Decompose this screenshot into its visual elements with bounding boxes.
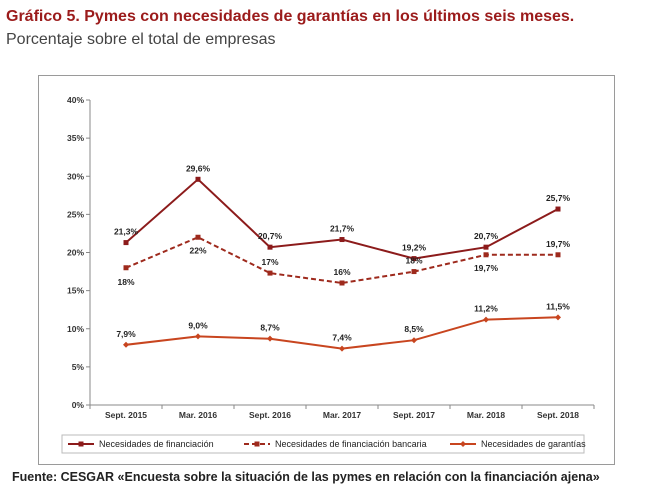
data-point bbox=[123, 240, 129, 246]
y-tick-label: 30% bbox=[67, 171, 84, 181]
data-label: 11,5% bbox=[546, 301, 570, 311]
data-point bbox=[483, 316, 489, 323]
data-point bbox=[267, 270, 273, 276]
x-tick-label: Mar. 2016 bbox=[179, 410, 218, 420]
y-tick-label: 10% bbox=[67, 324, 84, 334]
data-point bbox=[267, 244, 273, 250]
data-label: 8,5% bbox=[404, 324, 424, 334]
x-tick-label: Mar. 2017 bbox=[323, 410, 362, 420]
data-label: 8,7% bbox=[260, 323, 280, 333]
chart-frame bbox=[38, 75, 615, 465]
x-tick-label: Mar. 2018 bbox=[467, 410, 506, 420]
chart-heading: Gráfico 5. Pymes con necesidades de gara… bbox=[6, 5, 646, 51]
chart-title: Gráfico 5. Pymes con necesidades de gara… bbox=[6, 8, 575, 25]
legend-label: Necesidades de financiación bbox=[99, 439, 214, 449]
data-label: 29,6% bbox=[186, 163, 211, 173]
y-tick-label: 40% bbox=[67, 95, 84, 105]
data-label: 18% bbox=[405, 256, 422, 266]
y-tick-label: 15% bbox=[67, 286, 84, 296]
data-point bbox=[411, 337, 417, 344]
data-label: 21,3% bbox=[114, 227, 139, 237]
x-tick-label: Sept. 2018 bbox=[537, 410, 579, 420]
data-point bbox=[123, 341, 129, 348]
x-tick-label: Sept. 2016 bbox=[249, 410, 291, 420]
data-label: 7,4% bbox=[332, 333, 352, 343]
data-point bbox=[339, 345, 345, 352]
data-label: 18% bbox=[117, 277, 134, 287]
data-point bbox=[483, 244, 489, 250]
data-point bbox=[195, 234, 201, 240]
data-label: 20,7% bbox=[474, 231, 499, 241]
data-label: 7,9% bbox=[116, 329, 136, 339]
data-label: 22% bbox=[189, 245, 206, 255]
data-point bbox=[555, 252, 561, 258]
data-label: 20,7% bbox=[258, 231, 283, 241]
x-tick-label: Sept. 2017 bbox=[393, 410, 435, 420]
chart-subtitle: Porcentaje sobre el total de empresas bbox=[6, 31, 276, 48]
y-tick-label: 20% bbox=[67, 248, 84, 258]
data-point bbox=[339, 237, 345, 243]
data-label: 25,7% bbox=[546, 193, 571, 203]
legend-marker bbox=[254, 441, 260, 447]
legend-marker bbox=[460, 441, 466, 447]
legend-marker bbox=[78, 441, 84, 447]
data-point bbox=[339, 280, 345, 286]
y-tick-label: 0% bbox=[72, 400, 85, 410]
data-point bbox=[555, 206, 561, 212]
data-point bbox=[411, 269, 417, 275]
y-tick-label: 35% bbox=[67, 133, 84, 143]
data-label: 19,7% bbox=[546, 239, 571, 249]
data-point bbox=[195, 333, 201, 340]
legend-box bbox=[61, 434, 585, 454]
source-note: Fuente: CESGAR «Encuesta sobre la situac… bbox=[12, 470, 600, 484]
data-label: 17% bbox=[261, 257, 278, 267]
data-point bbox=[195, 176, 201, 182]
data-label: 16% bbox=[333, 267, 350, 277]
data-point bbox=[411, 256, 417, 262]
data-point bbox=[483, 252, 489, 258]
data-label: 9,0% bbox=[188, 320, 208, 330]
data-point bbox=[555, 314, 561, 321]
data-point bbox=[267, 335, 273, 342]
data-point bbox=[123, 265, 129, 271]
data-label: 11,2% bbox=[474, 304, 498, 314]
y-tick-label: 25% bbox=[67, 209, 84, 219]
legend-label: Necesidades de financiación bancaria bbox=[275, 439, 427, 449]
data-label: 19,2% bbox=[402, 243, 427, 253]
legend-label: Necesidades de garantías bbox=[481, 439, 586, 449]
data-label: 19,7% bbox=[474, 263, 499, 273]
x-tick-label: Sept. 2015 bbox=[105, 410, 147, 420]
y-tick-label: 5% bbox=[72, 362, 85, 372]
data-label: 21,7% bbox=[330, 224, 355, 234]
